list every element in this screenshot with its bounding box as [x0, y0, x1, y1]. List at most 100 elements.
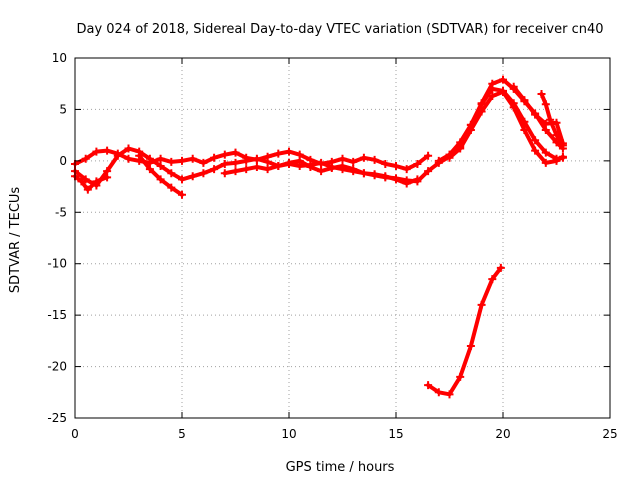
data-point	[338, 165, 347, 174]
data-point	[349, 157, 358, 166]
data-point	[135, 151, 144, 160]
plot-frame	[74, 57, 611, 419]
data-point	[349, 167, 358, 176]
data-point	[103, 173, 112, 182]
data-point	[477, 300, 486, 309]
data-point	[509, 103, 518, 112]
data-point	[488, 84, 497, 93]
y-tick-label: -15	[47, 308, 67, 322]
data-point	[199, 169, 208, 178]
data-point	[242, 165, 251, 174]
data-point	[466, 126, 475, 134]
data-point	[496, 263, 505, 272]
data-point	[263, 165, 272, 174]
data-point	[434, 388, 443, 397]
data-point	[402, 165, 411, 174]
series-track-10	[424, 263, 505, 399]
data-point	[83, 185, 92, 194]
series-line	[511, 84, 565, 146]
x-axis-label: GPS time / hours	[286, 460, 395, 475]
data-point	[295, 162, 304, 170]
data-point	[466, 342, 475, 350]
data-point	[499, 75, 507, 84]
data-point	[541, 158, 550, 167]
y-tick-label: 0	[59, 154, 67, 168]
data-point	[359, 169, 368, 178]
series-track-5	[220, 75, 567, 186]
data-point	[541, 148, 550, 157]
data-point	[178, 190, 186, 199]
data-point	[434, 156, 443, 165]
y-tick-label: -5	[55, 205, 67, 219]
data-point	[167, 157, 176, 166]
data-point	[558, 141, 567, 150]
data-point	[220, 159, 229, 168]
y-tick-label: -20	[47, 360, 67, 374]
data-point	[552, 131, 561, 140]
data-point	[274, 162, 283, 170]
data-point	[456, 372, 465, 381]
data-point	[456, 144, 465, 153]
y-tick-label: 10	[52, 51, 67, 65]
data-point	[92, 177, 101, 186]
data-point	[77, 177, 86, 186]
data-point	[167, 169, 176, 178]
series-group	[71, 75, 567, 399]
data-point	[199, 158, 208, 167]
data-point	[231, 167, 240, 176]
data-point	[541, 119, 550, 128]
data-point	[424, 167, 433, 176]
data-point	[210, 165, 219, 174]
data-point	[178, 156, 186, 165]
data-point	[81, 154, 90, 163]
data-point	[220, 150, 229, 159]
data-point	[156, 154, 165, 163]
x-tick-label: 20	[495, 427, 510, 441]
data-point	[113, 151, 122, 160]
data-point	[488, 275, 497, 284]
data-point	[381, 173, 390, 182]
axes: 0 5 10 15 20 25 -25 -20 -15 -10 -5 0 5 10	[47, 51, 617, 441]
data-point	[338, 154, 347, 163]
data-point	[424, 151, 433, 160]
y-axis-label: SDTVAR / TECUs	[8, 187, 23, 294]
series-track-9	[537, 90, 567, 150]
data-point	[210, 153, 219, 162]
data-point	[477, 107, 486, 116]
data-point	[552, 118, 561, 127]
data-point	[552, 156, 561, 165]
y-tick-label: -25	[47, 411, 67, 425]
data-point	[531, 110, 540, 119]
y-tick-label: -10	[47, 257, 67, 271]
data-point	[81, 175, 90, 184]
data-point	[124, 144, 133, 153]
data-point	[103, 146, 112, 155]
data-point	[445, 390, 454, 399]
data-point	[520, 96, 529, 105]
data-point	[178, 175, 186, 184]
data-point	[188, 154, 197, 163]
data-point	[252, 163, 261, 172]
data-point	[541, 100, 550, 109]
chart-title: Day 024 of 2018, Sidereal Day-to-day VTE…	[76, 22, 603, 37]
data-point	[285, 147, 293, 156]
y-tick-label: 5	[59, 102, 67, 116]
data-point	[520, 126, 529, 134]
data-point	[546, 115, 555, 124]
data-point	[317, 167, 326, 176]
data-point	[392, 162, 400, 170]
data-point	[488, 92, 497, 101]
data-point	[381, 159, 390, 168]
data-point	[445, 153, 454, 162]
data-point	[252, 154, 261, 163]
data-point	[124, 154, 133, 163]
series-track-7	[445, 87, 567, 167]
x-tick-label: 5	[178, 427, 186, 441]
data-point	[327, 163, 336, 172]
data-point	[274, 149, 283, 158]
data-point	[370, 155, 379, 164]
data-point	[499, 87, 507, 96]
data-point	[537, 90, 546, 98]
series-line	[426, 265, 503, 397]
data-point	[263, 157, 272, 166]
